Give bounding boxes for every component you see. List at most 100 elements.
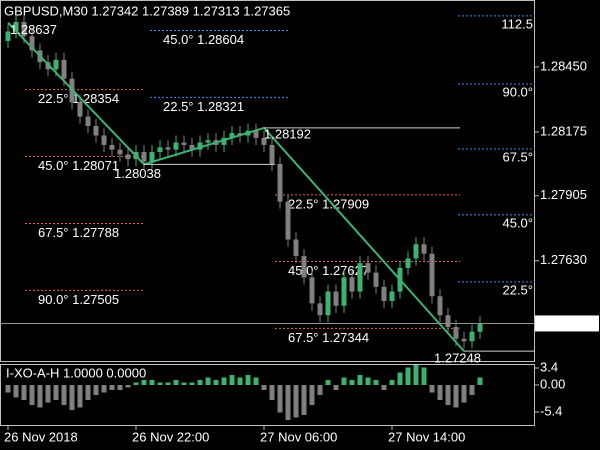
candle-body [309, 277, 315, 304]
indicator-bar [37, 385, 43, 408]
level-label: 22.5° 1.28321 [163, 99, 244, 114]
current-price-box [535, 315, 599, 332]
indicator-bar [157, 382, 163, 385]
indicator-bar [301, 385, 307, 415]
candle-body [269, 144, 275, 164]
level-label: 67.5° 1.27344 [288, 330, 369, 345]
y-tick-label: 1.27630 [540, 252, 587, 267]
level-label: 90.0° 1.27505 [38, 292, 119, 307]
indicator-bar [173, 380, 179, 385]
candle-body [229, 133, 235, 138]
candle-body [117, 149, 123, 155]
indicator-bar [45, 385, 51, 403]
candle-body [77, 102, 83, 117]
level-label: 90.0° [502, 84, 533, 99]
candle-body [429, 253, 435, 297]
x-tick-label: 27 Nov 14:00 [388, 429, 465, 444]
indicator-bar [253, 377, 259, 385]
level-label: 45.0° 1.28071 [38, 158, 119, 173]
candle-body [437, 296, 443, 316]
indicator-bar [21, 385, 27, 400]
level-label: 67.5° 1.27788 [38, 225, 119, 240]
indicator-bar [117, 385, 123, 390]
candle-body [21, 21, 27, 37]
candle-body [277, 163, 283, 202]
indicator-bar [293, 385, 299, 418]
indicator-bar [469, 385, 475, 395]
level-label: 22.5° [502, 282, 533, 297]
candle-body [389, 291, 395, 301]
indicator-bar [269, 385, 275, 400]
candle-body [141, 152, 147, 162]
candle-body [365, 263, 371, 273]
indicator-bar [77, 385, 83, 408]
indicator-bar [461, 385, 467, 403]
candle-body [93, 126, 99, 136]
candle-body [221, 137, 227, 145]
indicator-bar [285, 385, 291, 420]
y-tick-label: 1.28450 [540, 58, 587, 73]
indicator-bar [357, 375, 363, 385]
candle-body [197, 142, 203, 150]
candle-body [349, 277, 355, 292]
x-tick-label: 26 Nov 22:00 [132, 429, 209, 444]
candle-body [421, 244, 427, 254]
candle-body [157, 147, 163, 153]
indicator-bar [85, 385, 91, 400]
candle-body [381, 286, 387, 301]
indicator-bar [325, 380, 331, 385]
zigzag-label: 1.28038 [114, 166, 161, 181]
candle-body [125, 154, 131, 160]
indicator-bar [109, 385, 115, 390]
indicator-bar [245, 375, 251, 385]
indicator-bar [349, 380, 355, 385]
y-tick-label: 1.27905 [540, 187, 587, 202]
zigzag-label: 1.27248 [434, 351, 481, 366]
candle-body [13, 21, 19, 32]
candle-body [453, 327, 459, 339]
indicator-bar [381, 385, 387, 390]
indicator-bar [181, 382, 187, 385]
candle-body [189, 144, 195, 150]
candle-body [149, 152, 155, 162]
candle-body [53, 59, 59, 70]
indicator-bar [205, 377, 211, 385]
candle-body [333, 291, 339, 306]
indicator-bar [261, 385, 267, 390]
indicator-bar [421, 367, 427, 385]
candle-body [293, 239, 299, 257]
indicator-bar [309, 385, 315, 405]
indicator-bar [405, 367, 411, 385]
indicator-bar [189, 382, 195, 385]
candle-body [477, 323, 483, 332]
candle-body [285, 201, 291, 240]
indicator-title: I-XO-A-H 1.0000 0.0000 [6, 365, 146, 380]
candle-body [357, 263, 363, 292]
indicator-tick-label: 3.4 [540, 359, 558, 374]
indicator-bar [413, 365, 419, 385]
indicator-bar [165, 382, 171, 385]
indicator-bar [453, 385, 459, 408]
zigzag-label: 1.28637 [10, 22, 57, 37]
indicator-bar [373, 380, 379, 385]
indicator-bar [101, 385, 107, 393]
candle-body [29, 36, 35, 51]
indicator-bar [333, 385, 339, 390]
candle-body [61, 59, 67, 79]
candle-body [325, 291, 331, 316]
indicator-bar [149, 380, 155, 385]
x-tick-label: 27 Nov 06:00 [260, 429, 337, 444]
candle-body [253, 130, 259, 138]
indicator-bar [53, 385, 59, 400]
chart-title: GBPUSD,M30 1.27342 1.27389 1.27313 1.273… [4, 3, 290, 18]
indicator-bar [237, 377, 243, 385]
indicator-bar [141, 380, 147, 385]
indicator-bar [229, 375, 235, 385]
indicator-bar [125, 385, 131, 388]
candle-body [109, 144, 115, 150]
candle-body [461, 338, 467, 342]
candle-body [85, 116, 91, 127]
